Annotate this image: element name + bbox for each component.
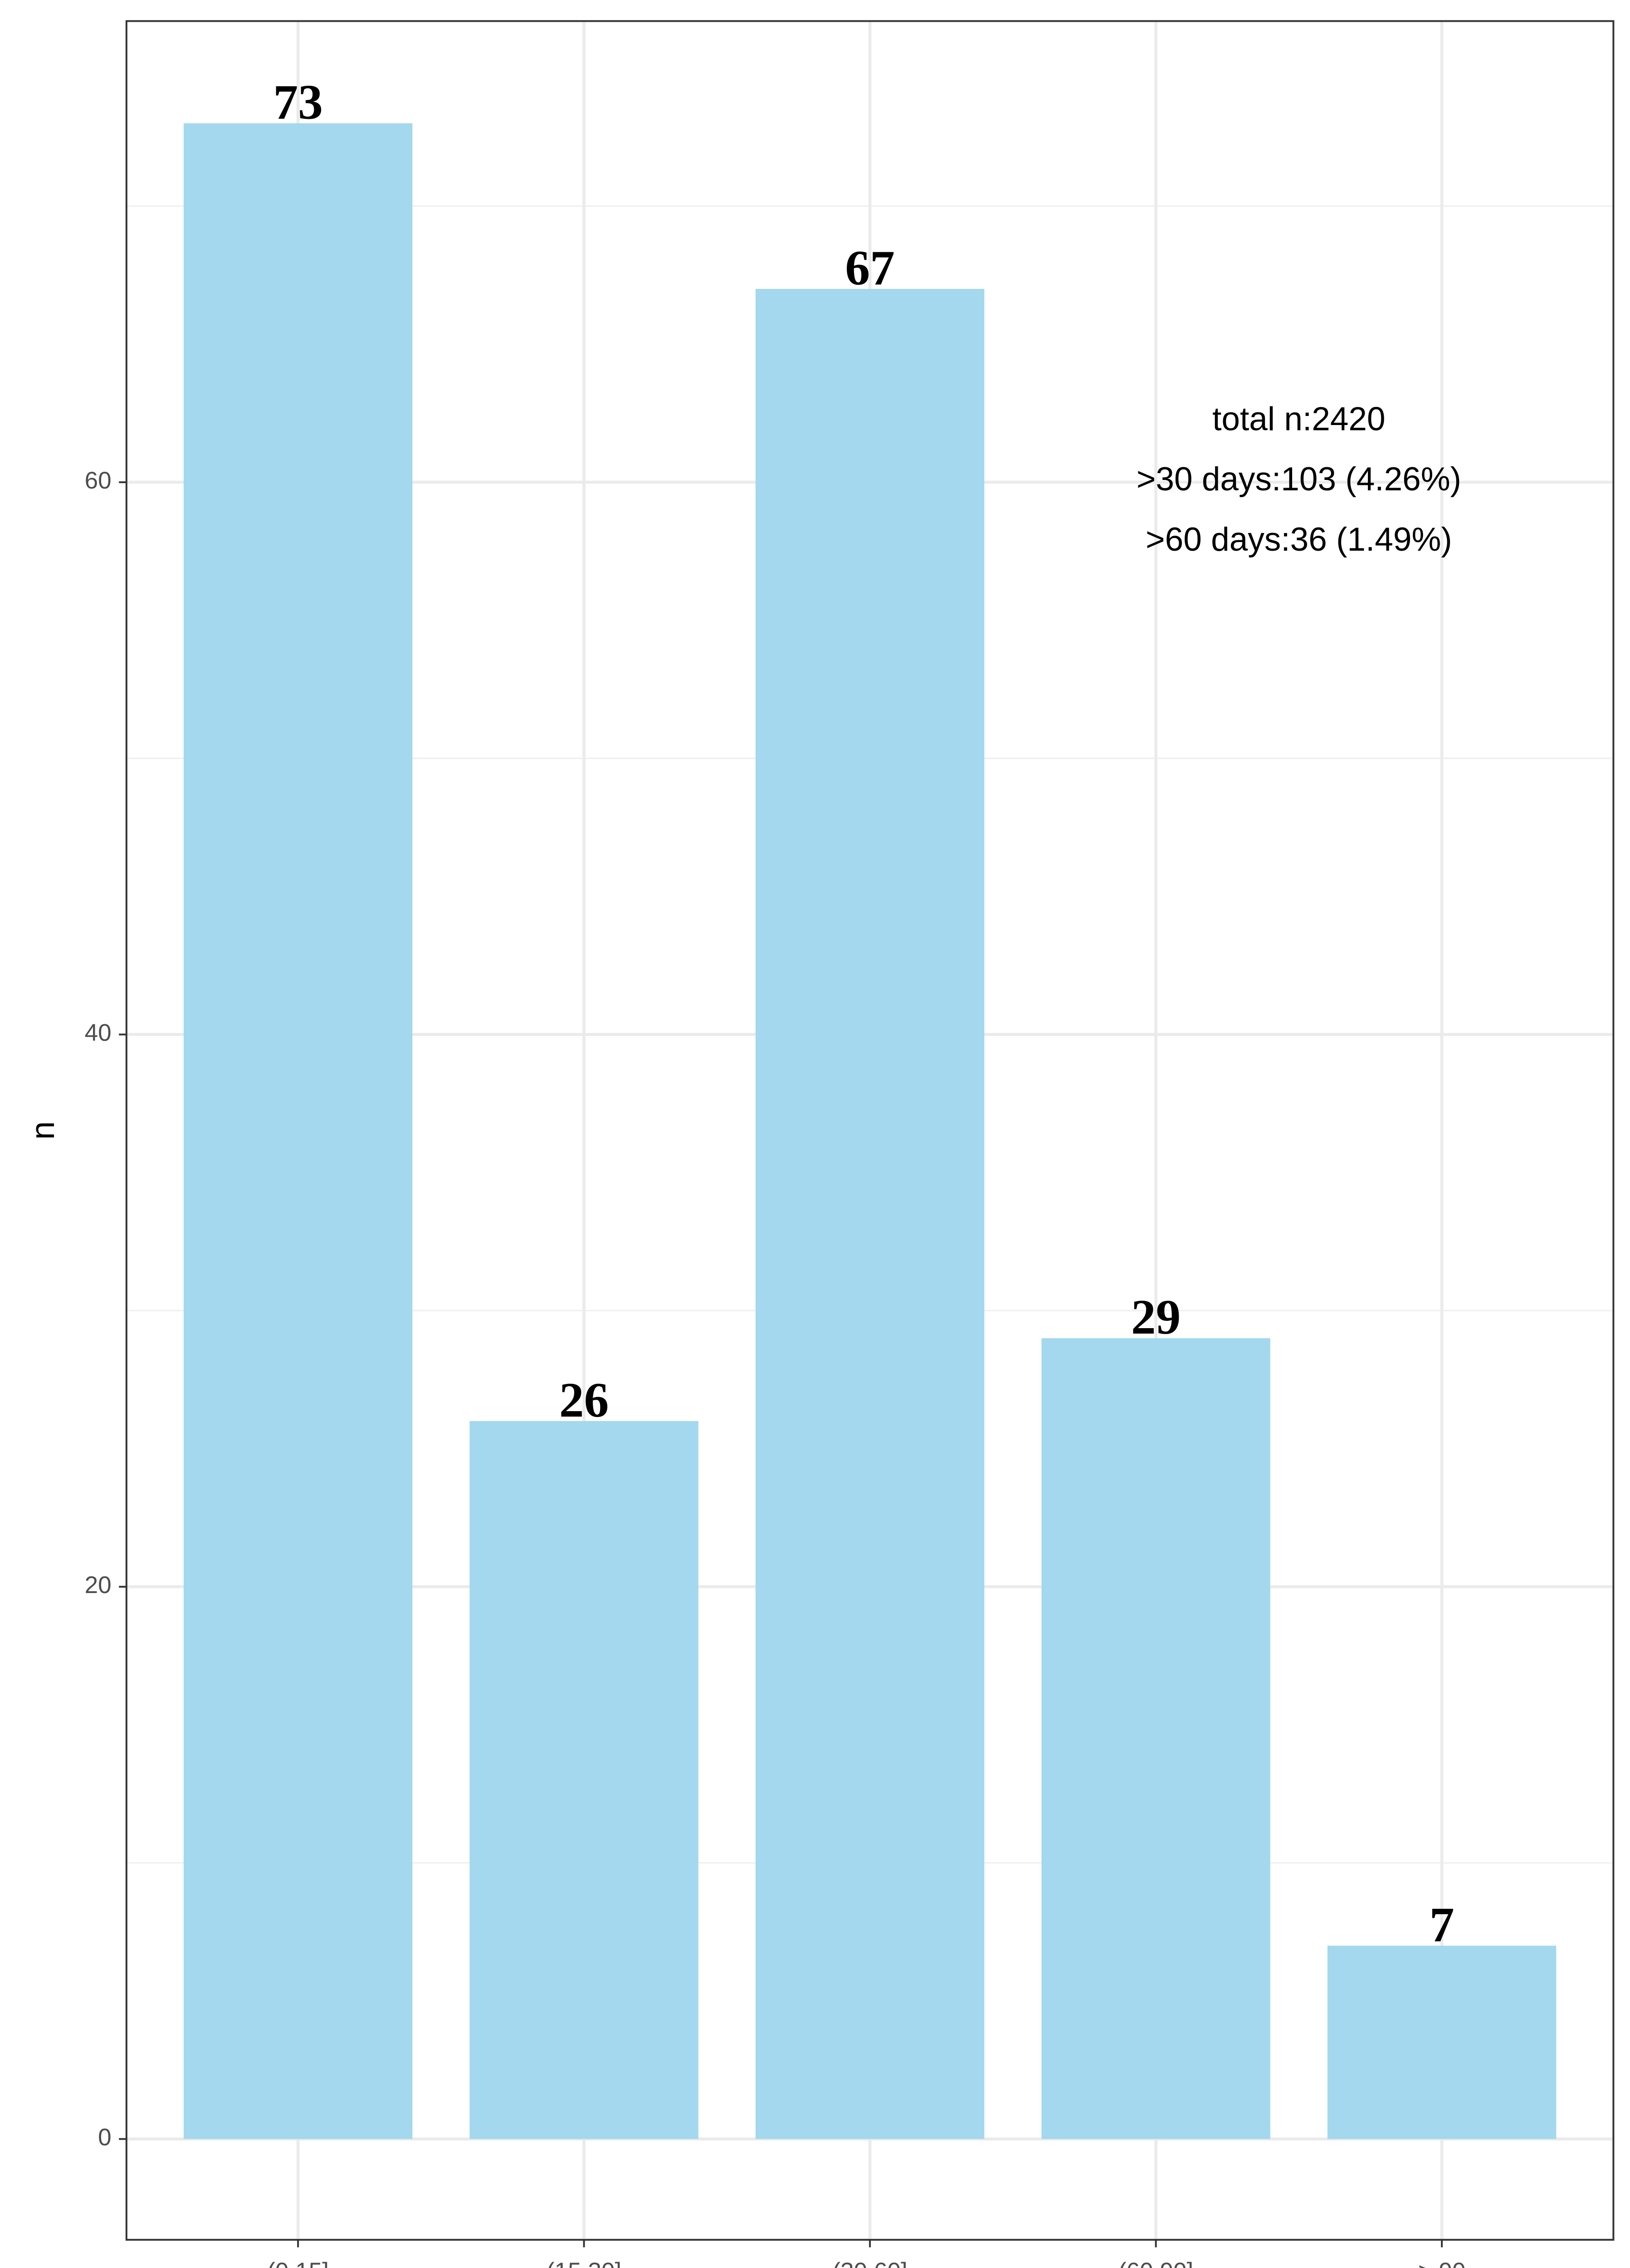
panel-border [125, 20, 1615, 2241]
y-tick-label: 20 [85, 1572, 112, 1598]
x-tick-label: (0,15] [267, 2258, 329, 2268]
x-tick-label: (60,90] [1118, 2258, 1193, 2268]
y-tick-label: 40 [85, 1020, 112, 1046]
bar [183, 123, 413, 2139]
value-label: 73 [273, 74, 323, 130]
annotation: >30 days:103 (4.26%) [1137, 461, 1461, 498]
value-label: 7 [1430, 1897, 1454, 1952]
bar [1327, 1945, 1557, 2139]
x-tick-label: (15,30] [547, 2258, 621, 2268]
value-label: 26 [559, 1372, 609, 1427]
x-tick-label: > 90 [1418, 2258, 1466, 2268]
bar [755, 288, 985, 2139]
annotation: >60 days:36 (1.49%) [1146, 521, 1452, 558]
value-label: 67 [845, 240, 894, 295]
x-tick-label: (30,60] [832, 2258, 907, 2268]
y-tick-label: 60 [85, 467, 112, 494]
value-label: 29 [1131, 1289, 1181, 1344]
y-tick-label: 0 [98, 2124, 112, 2151]
bar [469, 1421, 698, 2139]
bar [1041, 1338, 1270, 2139]
marks [183, 123, 1557, 2139]
annotation: total n:2420 [1212, 401, 1386, 437]
y-axis-title: n [24, 1121, 61, 1140]
